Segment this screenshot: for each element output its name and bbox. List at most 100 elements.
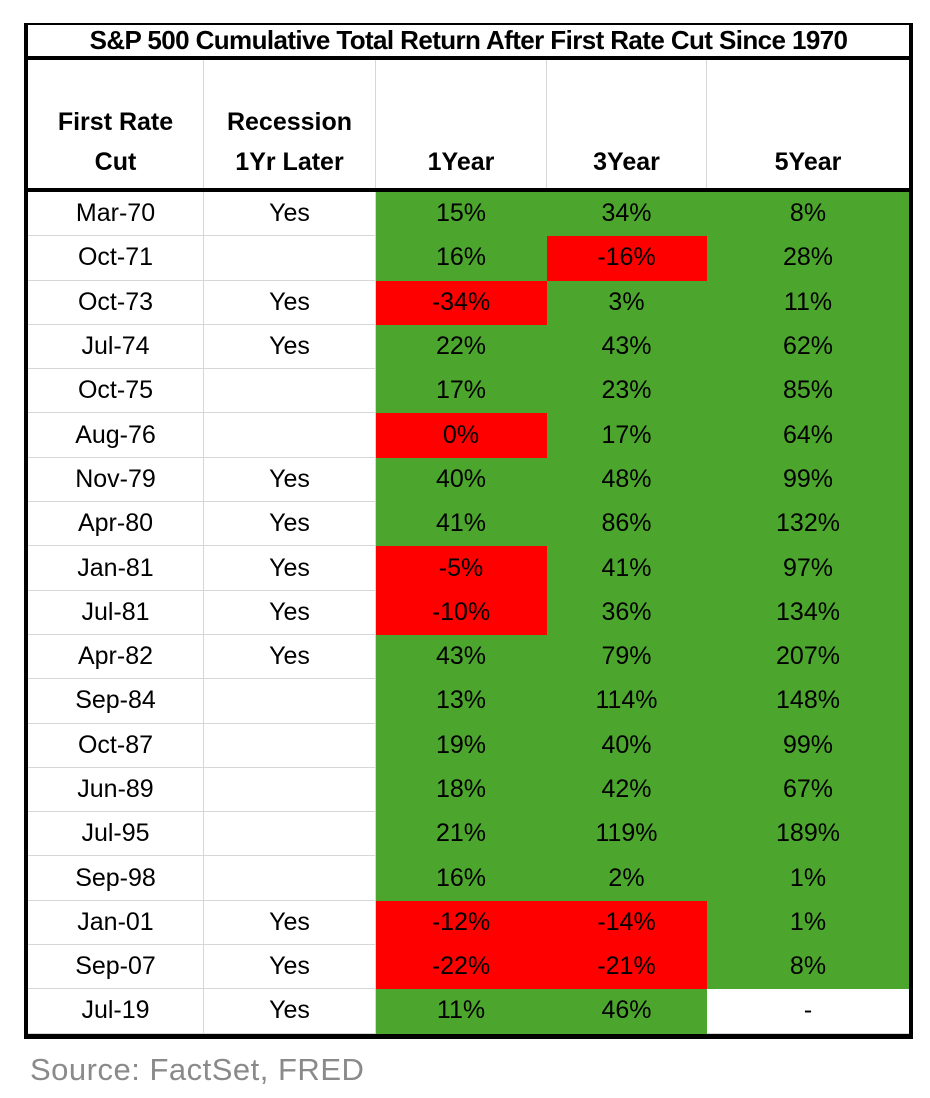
cell-recession: Yes: [204, 192, 376, 237]
cell-first-rate-cut: Jun-89: [28, 767, 204, 813]
cell-recession: Yes: [204, 634, 376, 680]
cell-return-5year: 99%: [707, 723, 909, 768]
cell-return-3year: 40%: [547, 723, 707, 768]
cell-return-1year: 16%: [376, 236, 547, 281]
table-row: Jul-81 Yes -10% 36% 134%: [28, 590, 909, 635]
cell-return-1year: 22%: [376, 324, 547, 370]
cell-first-rate-cut: Nov-79: [28, 457, 204, 503]
cell-recession: [204, 723, 376, 768]
table-row: Jan-81 Yes -5% 41% 97%: [28, 546, 909, 591]
header-recession-1yr-later: Recession 1Yr Later: [204, 60, 376, 188]
cell-first-rate-cut: Apr-82: [28, 634, 204, 680]
cell-first-rate-cut: Jul-81: [28, 590, 204, 635]
cell-return-5year: 62%: [707, 324, 909, 370]
cell-first-rate-cut: Sep-84: [28, 679, 204, 724]
cell-return-3year: -16%: [547, 236, 707, 281]
table-row: Jul-74 Yes 22% 43% 62%: [28, 324, 909, 370]
cell-return-1year: 41%: [376, 502, 547, 547]
cell-return-3year: 46%: [547, 989, 707, 1034]
table-row: Sep-84 13% 114% 148%: [28, 679, 909, 724]
cell-return-1year: -5%: [376, 546, 547, 591]
cell-return-3year: 48%: [547, 457, 707, 503]
cell-return-3year: -14%: [547, 900, 707, 946]
cell-return-5year: 134%: [707, 590, 909, 635]
cell-return-3year: 3%: [547, 280, 707, 325]
cell-return-3year: 119%: [547, 812, 707, 857]
cell-return-5year: 85%: [707, 369, 909, 414]
cell-return-3year: 79%: [547, 634, 707, 680]
cell-first-rate-cut: Jul-95: [28, 812, 204, 857]
cell-recession: Yes: [204, 324, 376, 370]
table-row: Sep-98 16% 2% 1%: [28, 856, 909, 901]
cell-return-1year: 19%: [376, 723, 547, 768]
header-1year: 1Year: [376, 60, 547, 188]
cell-return-1year: 16%: [376, 856, 547, 901]
cell-return-5year: 148%: [707, 679, 909, 724]
cell-first-rate-cut: Oct-73: [28, 280, 204, 325]
cell-first-rate-cut: Jan-01: [28, 900, 204, 946]
cell-return-3year: 34%: [547, 192, 707, 237]
cell-recession: [204, 236, 376, 281]
cell-return-1year: -10%: [376, 590, 547, 635]
cell-return-5year: 99%: [707, 457, 909, 503]
cell-return-5year: 8%: [707, 945, 909, 990]
table-row: Jan-01 Yes -12% -14% 1%: [28, 900, 909, 946]
table-row: Aug-76 0% 17% 64%: [28, 413, 909, 458]
cell-return-3year: 17%: [547, 413, 707, 458]
cell-return-5year: 67%: [707, 767, 909, 813]
cell-recession: [204, 767, 376, 813]
cell-return-3year: 41%: [547, 546, 707, 591]
cell-first-rate-cut: Apr-80: [28, 502, 204, 547]
table-row: Jul-95 21% 119% 189%: [28, 812, 909, 857]
cell-recession: Yes: [204, 989, 376, 1034]
cell-return-1year: 13%: [376, 679, 547, 724]
cell-recession: [204, 679, 376, 724]
table-row: Jul-19 Yes 11% 46% -: [28, 989, 909, 1034]
cell-return-5year: 28%: [707, 236, 909, 281]
cell-return-1year: 21%: [376, 812, 547, 857]
cell-recession: Yes: [204, 457, 376, 503]
cell-return-3year: 42%: [547, 767, 707, 813]
cell-first-rate-cut: Sep-07: [28, 945, 204, 990]
cell-return-3year: 36%: [547, 590, 707, 635]
cell-recession: Yes: [204, 546, 376, 591]
cell-return-1year: -22%: [376, 945, 547, 990]
table-row: Mar-70 Yes 15% 34% 8%: [28, 192, 909, 237]
cell-return-1year: -34%: [376, 280, 547, 325]
cell-return-5year: -: [707, 989, 909, 1034]
cell-recession: Yes: [204, 945, 376, 990]
table-row: Oct-71 16% -16% 28%: [28, 236, 909, 281]
table-row: Nov-79 Yes 40% 48% 99%: [28, 457, 909, 503]
cell-return-5year: 1%: [707, 900, 909, 946]
cell-return-5year: 64%: [707, 413, 909, 458]
table-row: Apr-82 Yes 43% 79% 207%: [28, 634, 909, 680]
source-note: Source: FactSet, FRED: [30, 1052, 365, 1087]
cell-first-rate-cut: Jul-19: [28, 989, 204, 1034]
cell-recession: Yes: [204, 502, 376, 547]
table-header-row: First Rate Cut Recession 1Yr Later 1Year…: [28, 60, 909, 192]
table-body: Mar-70 Yes 15% 34% 8% Oct-71 16% -16% 28% Oct-73 Y…: [28, 192, 909, 1034]
header-3year: 3Year: [547, 60, 707, 188]
cell-recession: [204, 413, 376, 458]
cell-recession: [204, 369, 376, 414]
cell-return-1year: 17%: [376, 369, 547, 414]
header-first-rate-cut: First Rate Cut: [28, 60, 204, 188]
header-5year: 5Year: [774, 148, 842, 176]
cell-return-1year: 15%: [376, 192, 547, 237]
cell-return-5year: 97%: [707, 546, 909, 591]
cell-return-5year: 8%: [707, 192, 909, 237]
table-title-text: S&P 500 Cumulative Total Return After Fi…: [89, 25, 848, 55]
table-row: Oct-73 Yes -34% 3% 11%: [28, 280, 909, 325]
cell-first-rate-cut: Sep-98: [28, 856, 204, 901]
cell-return-1year: 43%: [376, 634, 547, 680]
cell-recession: [204, 856, 376, 901]
cell-return-3year: 43%: [547, 324, 707, 370]
cell-return-3year: 86%: [547, 502, 707, 547]
cell-return-3year: 2%: [547, 856, 707, 901]
cell-recession: Yes: [204, 280, 376, 325]
cell-recession: [204, 812, 376, 857]
cell-return-1year: 18%: [376, 767, 547, 813]
cell-first-rate-cut: Jan-81: [28, 546, 204, 591]
cell-return-1year: -12%: [376, 900, 547, 946]
table-row: Oct-75 17% 23% 85%: [28, 369, 909, 414]
